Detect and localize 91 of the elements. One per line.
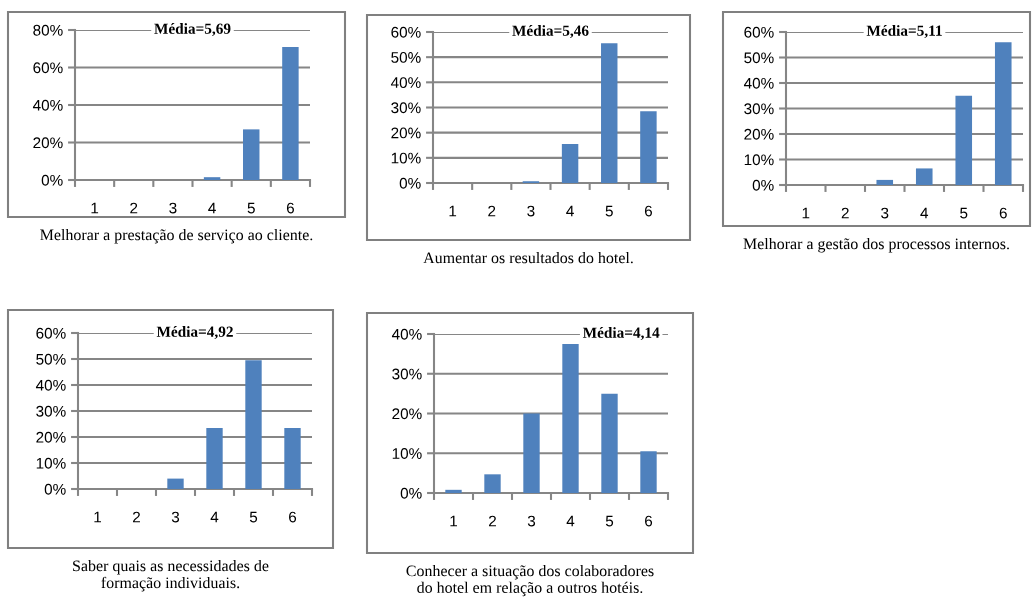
x-tick-label: 6 — [286, 202, 294, 214]
y-tick-label: 30% — [392, 368, 422, 380]
x-tick-label: 2 — [133, 511, 140, 523]
bar — [955, 95, 973, 185]
chart-title: Média=4,92 — [156, 326, 233, 340]
x-tick-label: 6 — [644, 205, 652, 217]
y-tick-label: 40% — [391, 328, 422, 340]
x-tick-label: 3 — [527, 515, 536, 527]
x-tick-label: 6 — [645, 515, 653, 527]
x-tick-label: 3 — [171, 511, 180, 523]
x-tick-label: 2 — [488, 205, 496, 217]
bar — [601, 393, 618, 493]
bar — [523, 413, 540, 493]
chart-title: Média=4,14 — [582, 327, 660, 341]
x-tick-label: 1 — [91, 202, 99, 214]
bar — [206, 427, 223, 489]
x-tick-label: 3 — [527, 205, 535, 217]
x-tick-label: 6 — [289, 511, 297, 523]
bar — [640, 111, 657, 183]
x-tick-label: 4 — [210, 511, 219, 523]
x-tick-label: 3 — [881, 207, 889, 219]
y-tick-label: 40% — [390, 77, 421, 89]
x-tick-label: 4 — [566, 205, 574, 217]
x-tick-label: 4 — [566, 515, 575, 527]
y-tick-label: 40% — [743, 77, 774, 89]
y-tick-label: 20% — [391, 127, 421, 139]
y-tick-label: 80% — [33, 24, 63, 36]
bar — [876, 179, 894, 185]
bar — [562, 343, 579, 493]
y-tick-label: 20% — [744, 128, 774, 140]
x-tick-label: 2 — [130, 202, 138, 214]
chart-title: Média=5,69 — [154, 23, 231, 37]
bar — [561, 143, 579, 183]
bar — [915, 168, 933, 185]
y-tick-label: 10% — [36, 457, 66, 469]
chart-title: Média=5,11 — [866, 25, 942, 39]
bar — [484, 474, 501, 493]
x-axis-title: Melhorar a prestação de serviço ao cliente. — [40, 229, 313, 244]
x-tick-label: 5 — [960, 207, 968, 219]
y-tick-label: 50% — [744, 52, 774, 64]
x-tick-label: 1 — [94, 511, 101, 523]
x-axis-title: Melhorar a gestão dos processos internos. — [743, 238, 1009, 253]
bar — [284, 427, 301, 489]
y-tick-label: 60% — [391, 26, 421, 38]
y-tick-label: 50% — [36, 353, 66, 365]
y-tick-label: 30% — [744, 103, 774, 115]
y-tick-label: 40% — [35, 379, 66, 391]
y-tick-label: 0% — [399, 177, 421, 189]
x-tick-label: 1 — [802, 207, 810, 219]
x-axis-title: Conhecer a situação dos colaboradores do hotel em relação a outros hotéis. — [406, 565, 654, 597]
x-tick-label: 4 — [920, 207, 929, 219]
bar — [282, 46, 299, 180]
bar — [445, 489, 462, 493]
bar — [601, 43, 618, 183]
y-tick-label: 30% — [36, 405, 66, 417]
x-tick-label: 5 — [605, 205, 613, 217]
y-tick-label: 10% — [391, 152, 421, 164]
x-tick-label: 5 — [605, 515, 614, 527]
x-tick-label: 2 — [489, 515, 496, 527]
y-tick-label: 20% — [392, 408, 422, 420]
y-tick-label: 50% — [391, 52, 421, 63]
bar — [245, 360, 262, 489]
y-tick-label: 10% — [392, 448, 422, 459]
x-axis-title: Aumentar os resultados do hotel. — [423, 252, 633, 264]
x-axis-title: Saber quais as necessidades de formação individuais. — [73, 560, 269, 592]
bar — [243, 129, 260, 180]
x-tick-label: 1 — [449, 205, 457, 217]
y-tick-label: 60% — [36, 327, 66, 339]
x-tick-label: 4 — [208, 202, 216, 214]
x-tick-label: 5 — [249, 511, 258, 523]
y-tick-label: 0% — [41, 174, 63, 186]
bar — [640, 451, 657, 493]
x-tick-label: 3 — [169, 202, 177, 214]
x-tick-label: 5 — [247, 202, 255, 214]
y-tick-label: 20% — [33, 137, 63, 149]
x-tick-label: 6 — [999, 207, 1007, 219]
bar — [203, 177, 221, 180]
x-tick-label: 2 — [841, 207, 849, 219]
y-tick-label: 60% — [33, 62, 63, 74]
y-tick-label: 40% — [32, 99, 63, 111]
y-tick-label: 0% — [752, 179, 774, 191]
y-tick-label: 20% — [36, 431, 66, 443]
y-tick-label: 30% — [391, 102, 421, 114]
bar — [994, 42, 1012, 185]
y-tick-label: 0% — [44, 483, 66, 495]
y-tick-label: 0% — [400, 487, 422, 499]
y-tick-label: 10% — [744, 154, 774, 166]
x-tick-label: 1 — [450, 515, 457, 527]
chart-title: Média=5,46 — [512, 25, 589, 39]
bar — [167, 478, 184, 489]
y-tick-label: 60% — [744, 26, 774, 38]
